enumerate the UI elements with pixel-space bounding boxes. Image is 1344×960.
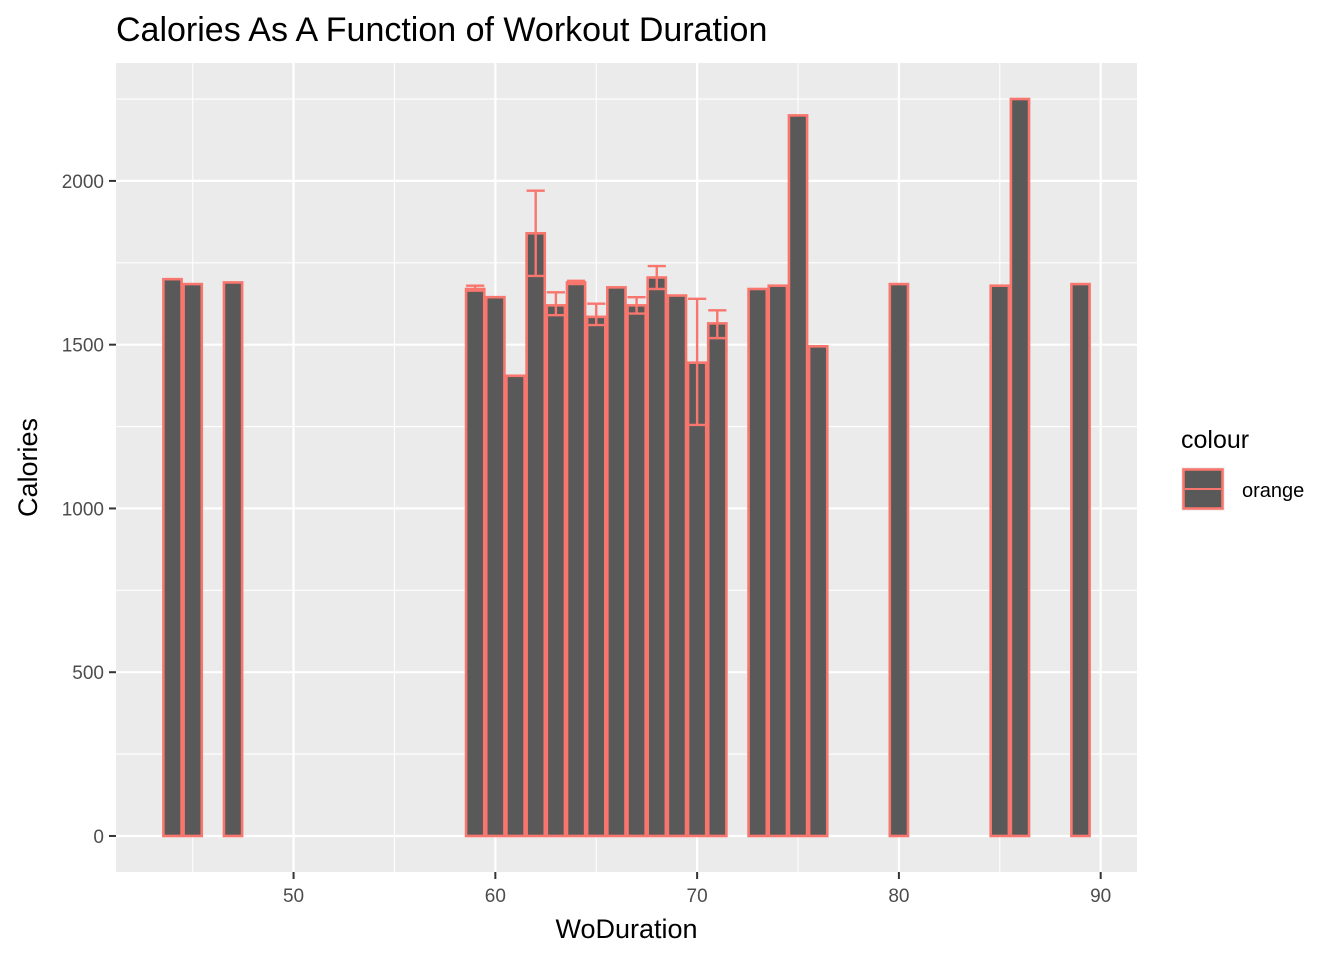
bar-85 [989,284,1011,838]
bar-64 [565,281,587,838]
bar-61 [505,374,526,838]
errorbar-70 [688,297,707,427]
x-tick-label: 90 [1090,886,1111,907]
errorbar-65 [587,302,606,327]
x-axis-title: WoDuration [555,914,697,944]
x-tick-label: 80 [888,886,909,907]
bar-67 [626,304,647,838]
bar-75 [787,114,809,838]
legend-title: colour [1181,426,1249,454]
bar-66 [606,286,627,838]
errorbar-68 [647,264,666,291]
legend: colour orange [1181,426,1304,511]
errorbar-59 [466,284,485,292]
bar-73 [747,287,769,838]
y-tick-label: 1500 [62,336,104,357]
bar-60 [484,295,506,838]
bar-65 [585,315,607,838]
bar-47 [222,281,244,838]
bar-68 [646,276,668,838]
y-tick-label: 2000 [62,172,104,193]
x-tick-label: 60 [485,886,506,907]
legend-label-orange: orange [1242,480,1304,502]
errorbar-63 [546,291,565,317]
bar-63 [545,304,567,838]
errorbars-layer [466,189,727,427]
errorbar-71 [708,309,727,340]
bar-89 [1070,282,1091,838]
errorbar-67 [627,295,646,315]
x-axis: 50 60 70 80 90 [283,872,1111,907]
x-tick-label: 50 [283,886,304,907]
bar-86 [1009,97,1031,838]
y-tick-label: 500 [72,663,104,684]
bar-76 [807,345,829,838]
x-tick-label: 70 [687,886,708,907]
bar-59 [464,287,486,838]
errorbar-64 [566,279,586,286]
bar-44 [162,277,183,838]
errorbar-62 [526,189,545,278]
bar-45 [182,282,204,838]
y-tick-label: 0 [93,827,104,848]
bars-layer [162,97,1091,838]
y-axis-title: Calories [13,418,43,517]
bar-70 [686,361,708,838]
bar-62 [525,232,547,838]
chart-title: Calories As A Function of Workout Durati… [116,11,767,49]
y-axis: 0 500 1000 1500 2000 [62,172,116,848]
bar-69 [666,294,688,838]
bar-71 [706,322,728,838]
bar-80 [888,282,910,838]
y-tick-label: 1000 [62,499,104,520]
bar-74 [767,284,789,838]
